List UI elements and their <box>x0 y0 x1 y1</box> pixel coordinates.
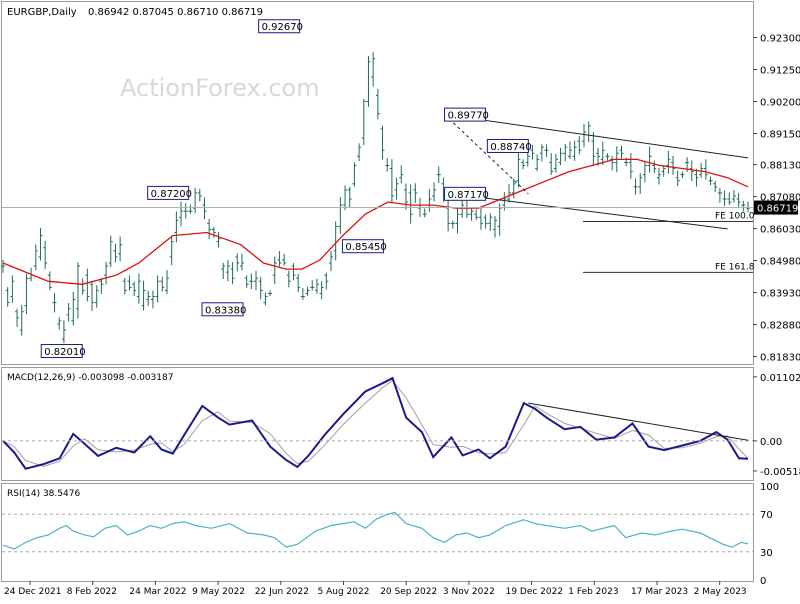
x-axis-label: 24 Mar 2022 <box>129 587 186 597</box>
symbol-label: EURGBP,Daily <box>7 7 77 18</box>
rsi-line <box>2 511 749 550</box>
price-label-box <box>147 185 190 200</box>
price-axis-label: 0.91250 <box>760 66 800 77</box>
macd-axis-label: 0.00 <box>760 437 782 448</box>
fib-level-label: FE 100.0 <box>715 212 755 222</box>
macd-trendline <box>528 402 749 441</box>
price-axis-label: 0.88130 <box>760 161 800 172</box>
x-axis-label: 8 Feb 2022 <box>67 587 117 597</box>
macd-axis-label: -0.005182 <box>760 467 800 478</box>
x-axis-label: 19 Dec 2022 <box>506 587 563 597</box>
price-label: 0.89770 <box>448 111 489 122</box>
rsi-axis-label: 0 <box>760 576 766 587</box>
price-label-box <box>258 19 301 34</box>
channel-lower-line <box>451 193 728 230</box>
price-label: 0.85450 <box>345 242 386 253</box>
rsi-panel-frame <box>1 483 754 582</box>
macd-indicator <box>2 376 753 470</box>
price-label-box <box>201 302 244 317</box>
rsi-axis-label: 70 <box>760 510 773 521</box>
fib-level-label: FE 161.8 <box>715 262 755 272</box>
pattern-dashed-line <box>444 114 529 195</box>
x-axis-label: 20 Sep 2022 <box>380 587 437 597</box>
x-axis-label: 3 Nov 2022 <box>443 587 495 597</box>
price-label-box <box>444 107 487 122</box>
x-axis-label: 9 May 2022 <box>192 587 245 597</box>
x-axis-label: 2 May 2023 <box>694 587 747 597</box>
price-axis-label: 0.84980 <box>760 257 800 268</box>
price-axis-label: 0.83930 <box>760 289 800 300</box>
price-label-box <box>40 344 83 359</box>
price-label-box <box>341 239 384 254</box>
watermark: ActionForex.com <box>120 74 320 102</box>
price-label-box <box>486 138 529 153</box>
price-panel-frame <box>1 1 754 365</box>
current-price-tag-label: 0.86719 <box>757 204 798 215</box>
price-label: 0.83380 <box>205 305 246 316</box>
price-axis-label: 0.86030 <box>760 225 800 236</box>
price-label: 0.92670 <box>262 22 303 33</box>
price-axis-label: 0.82880 <box>760 321 800 332</box>
axes: 0.92300 0.91250 0.90200 0.89150 0.88130 0.870… <box>4 34 800 597</box>
macd-axis-label: 0.011023 <box>760 373 800 384</box>
price-axis-label: 0.89150 <box>760 129 800 140</box>
x-axis-label: 17 Mar 2023 <box>631 587 688 597</box>
x-axis-label: 5 Aug 2022 <box>318 587 370 597</box>
price-label: 0.88740 <box>490 142 531 153</box>
moving-average-line <box>2 158 749 285</box>
price-label: 0.87170 <box>448 190 489 201</box>
macd-panel-frame <box>1 367 754 481</box>
channel-upper-line <box>444 114 749 159</box>
ohlc-readout: 0.86942 0.87045 0.86710 0.86719 <box>88 7 263 18</box>
rsi-axis-label: 100 <box>760 482 779 493</box>
rsi-title: RSI(14) 38.5476 <box>7 489 80 499</box>
price-bars <box>1 52 750 344</box>
x-axis-label: 1 Feb 2023 <box>568 587 618 597</box>
macd-title: MACD(12,26,9) -0.003098 -0.003187 <box>7 373 173 383</box>
price-label-box <box>444 186 487 201</box>
price-axis-label: 0.90200 <box>760 97 800 108</box>
rsi-indicator <box>2 511 753 553</box>
price-axis-label: 0.92300 <box>760 34 800 45</box>
rsi-axis-label: 30 <box>760 548 773 559</box>
x-axis-label: 22 Jun 2022 <box>255 587 309 597</box>
current-price-tag <box>754 200 798 215</box>
macd-signal-line <box>2 379 749 467</box>
price-label: 0.82010 <box>44 347 85 358</box>
x-axis-label: 24 Dec 2021 <box>4 587 62 597</box>
price-overlays: FE 100.0 FE 161.8 0.92670 0.89770 0.88740 0.8… <box>2 19 798 359</box>
macd-line <box>2 376 749 470</box>
price-label: 0.87200 <box>151 189 192 200</box>
price-axis-label: 0.87080 <box>760 193 800 204</box>
price-axis-label: 0.81830 <box>760 353 800 364</box>
moving-average <box>2 158 749 285</box>
